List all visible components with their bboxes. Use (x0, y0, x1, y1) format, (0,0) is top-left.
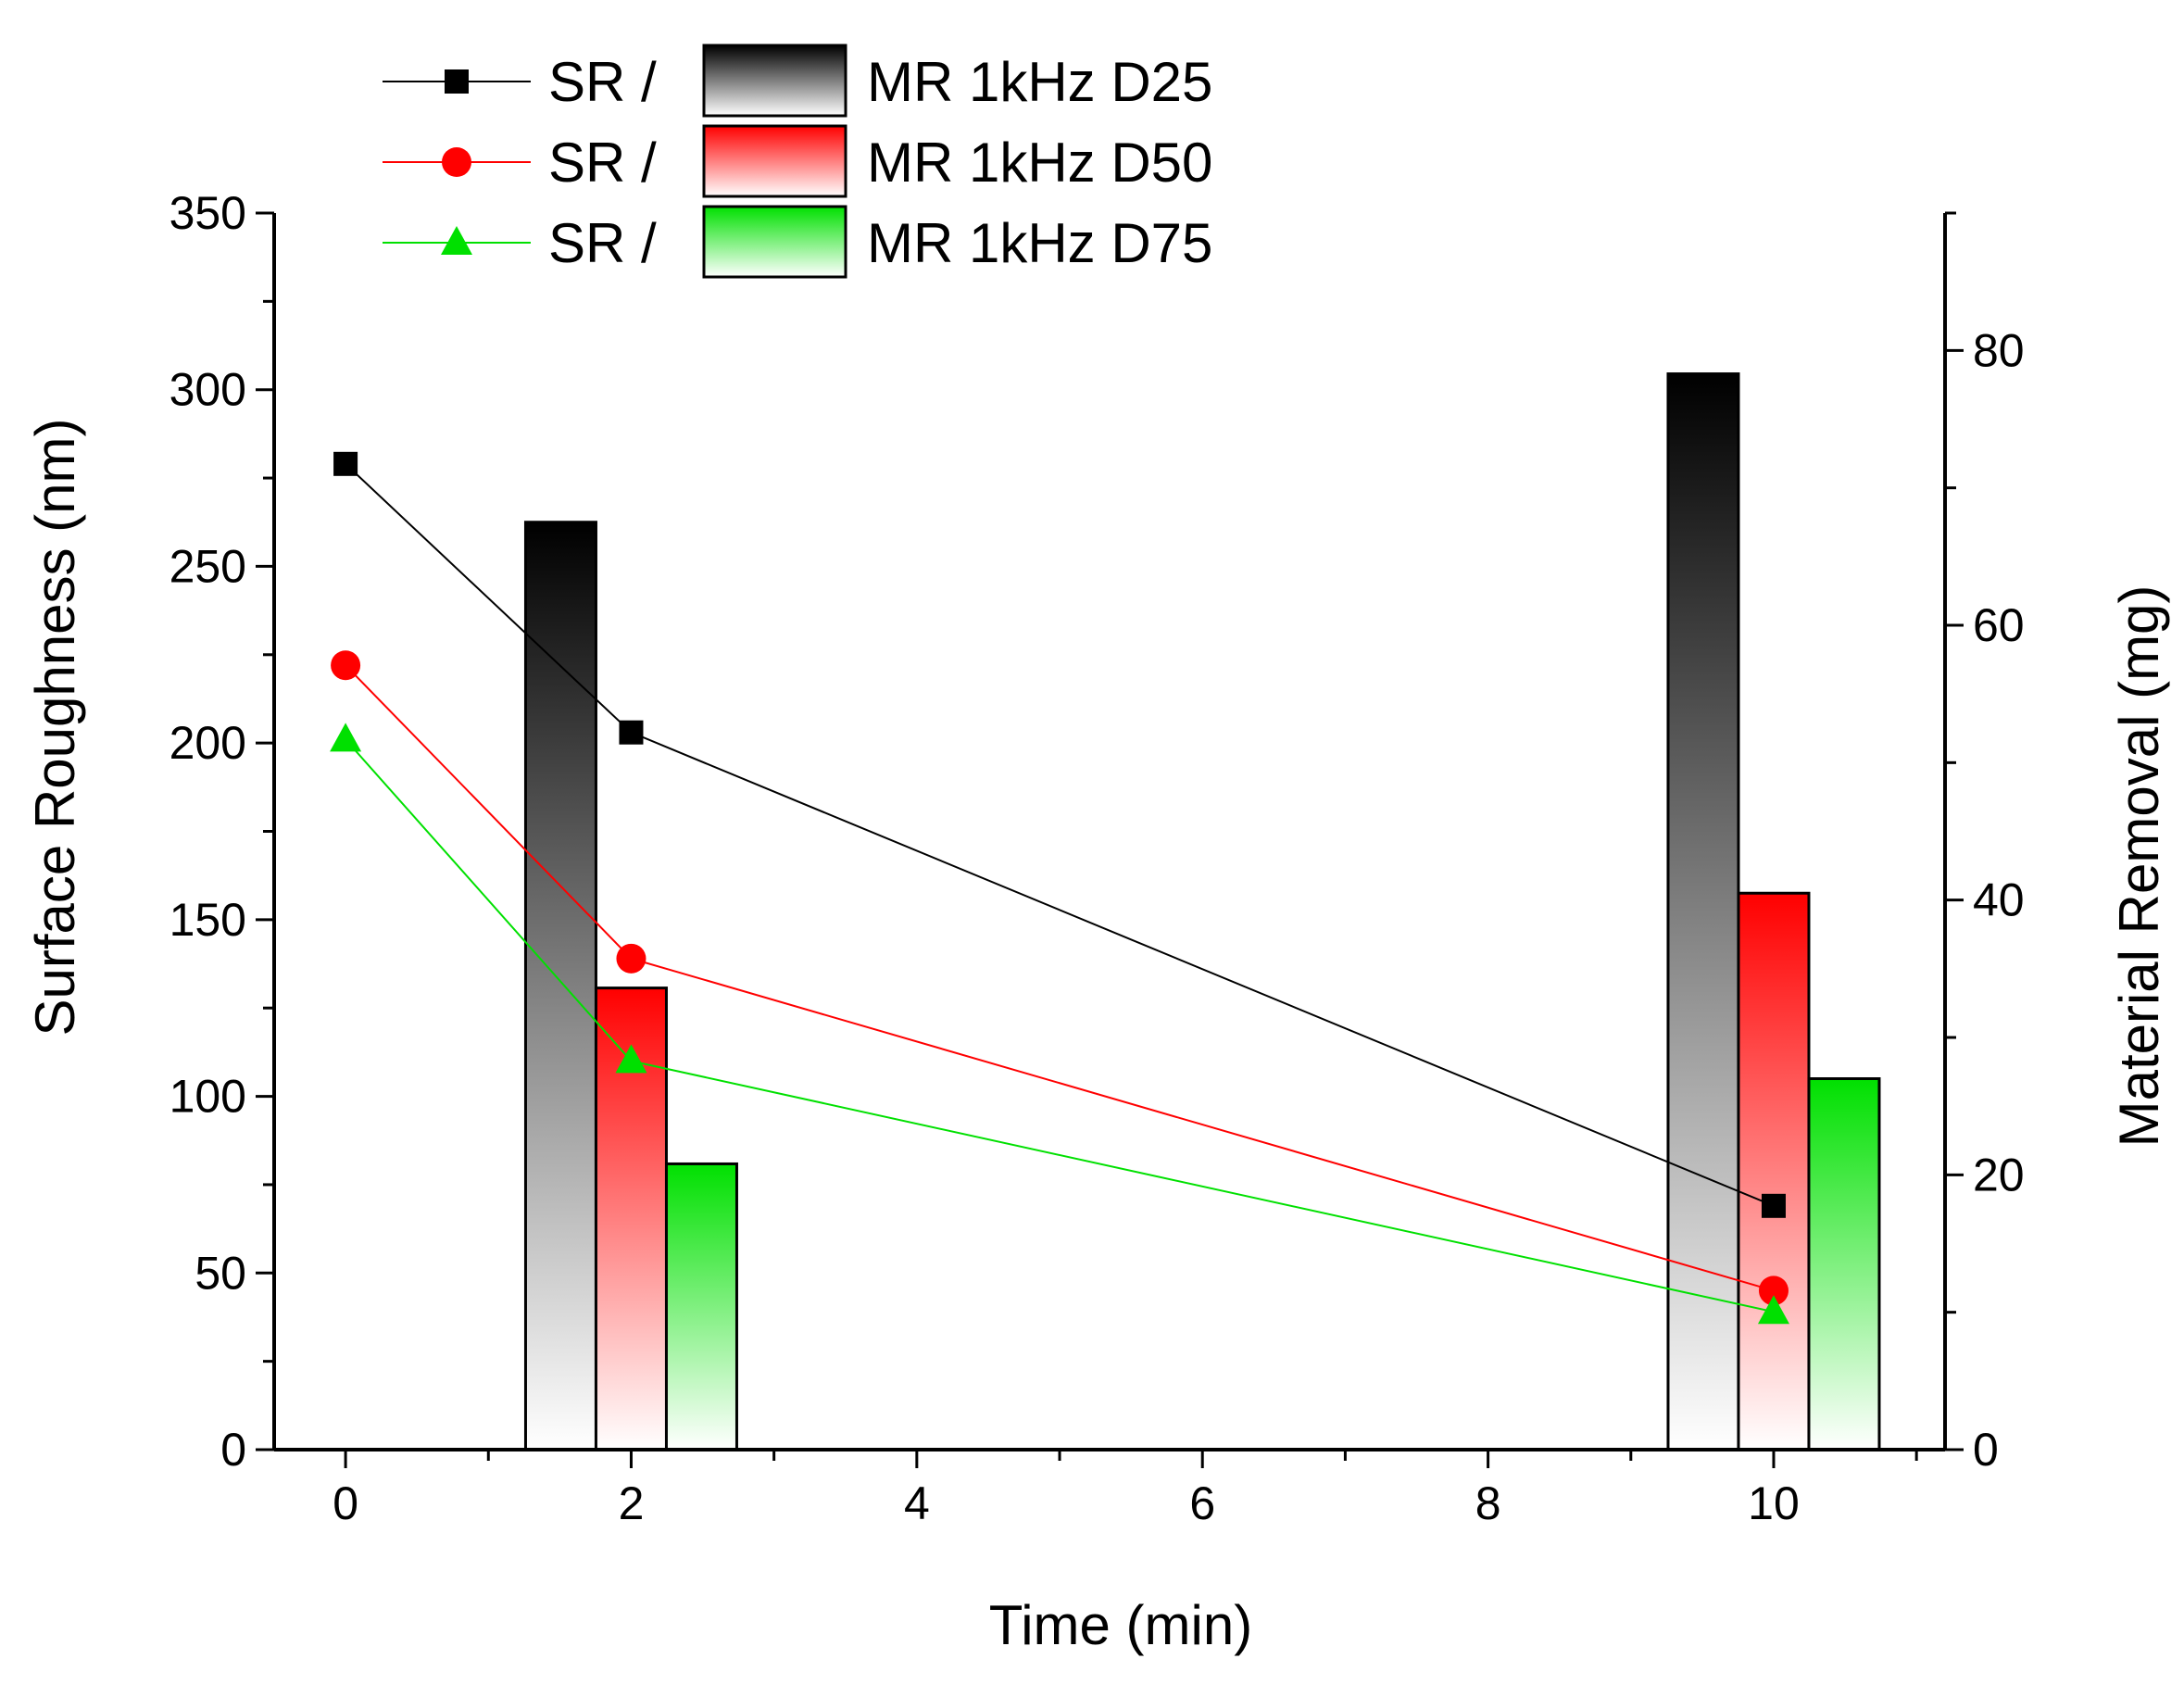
legend-prefix-1: SR / (548, 51, 657, 113)
y-right-tick-label: 0 (1973, 1424, 1999, 1476)
data-point-3-0 (330, 723, 362, 752)
y-left-tick-label: 250 (169, 540, 246, 592)
legend-prefix-2: SR / (548, 132, 657, 194)
bar-3-10 (1807, 1077, 1881, 1452)
y-left-tick-label: 150 (169, 894, 246, 946)
x-tick-label: 0 (333, 1477, 358, 1529)
y-left-tick-label: 50 (195, 1247, 246, 1299)
x-tick-label: 8 (1475, 1477, 1501, 1529)
legend-label-1: MR 1kHz D25 (867, 51, 1212, 113)
y-right-tick-label: 80 (1973, 324, 2025, 376)
data-point-1-0 (333, 451, 358, 476)
data-point-1-2 (619, 720, 644, 745)
legend-prefix-3: SR / (548, 212, 657, 274)
data-point-2-0 (331, 650, 361, 681)
y-left-tick-label: 350 (169, 187, 246, 239)
y-right-tick-label: 20 (1973, 1149, 2025, 1200)
y-right-tick-label: 60 (1973, 599, 2025, 651)
lines-layer (330, 451, 1789, 1325)
legend-label-3: MR 1kHz D75 (867, 212, 1212, 274)
bars-layer (523, 372, 1881, 1452)
x-tick-label: 6 (1189, 1477, 1215, 1529)
legend-marker-3 (441, 226, 472, 255)
legend-marker-2 (442, 147, 471, 177)
legend-swatch-2 (702, 124, 847, 198)
y-right-tick-label: 40 (1973, 874, 2025, 926)
y-left-tick-label: 0 (220, 1424, 246, 1476)
x-tick-label: 10 (1748, 1477, 1800, 1529)
data-point-1-10 (1761, 1193, 1786, 1218)
y-axis-right-title: Material Removal (mg) (2108, 585, 2170, 1148)
legend-swatch-3 (702, 205, 847, 279)
data-point-3-10 (1757, 1295, 1789, 1325)
bar-1-10 (1666, 372, 1740, 1452)
legend-marker-1 (445, 69, 469, 94)
y-axis-left-title: Surface Roughness (nm) (24, 419, 86, 1037)
y-left-tick-label: 300 (169, 364, 246, 416)
data-point-2-2 (616, 943, 646, 974)
x-tick-label: 2 (619, 1477, 645, 1529)
y-left-tick-label: 100 (169, 1071, 246, 1123)
bar-1-2 (523, 521, 597, 1452)
legend-swatch-1 (702, 44, 847, 118)
x-tick-label: 4 (904, 1477, 930, 1529)
data-point-3-2 (615, 1044, 647, 1074)
bar-3-2 (664, 1162, 738, 1452)
y-left-tick-label: 200 (169, 717, 246, 769)
legend-label-2: MR 1kHz D50 (867, 132, 1212, 194)
data-point-2-10 (1758, 1276, 1789, 1306)
legend: SR / MR 1kHz D25 SR / MR 1kHz D50 SR / MR 1kH… (383, 44, 1212, 279)
bar-2-10 (1737, 891, 1811, 1452)
x-axis-title: Time (min) (989, 1594, 1252, 1656)
